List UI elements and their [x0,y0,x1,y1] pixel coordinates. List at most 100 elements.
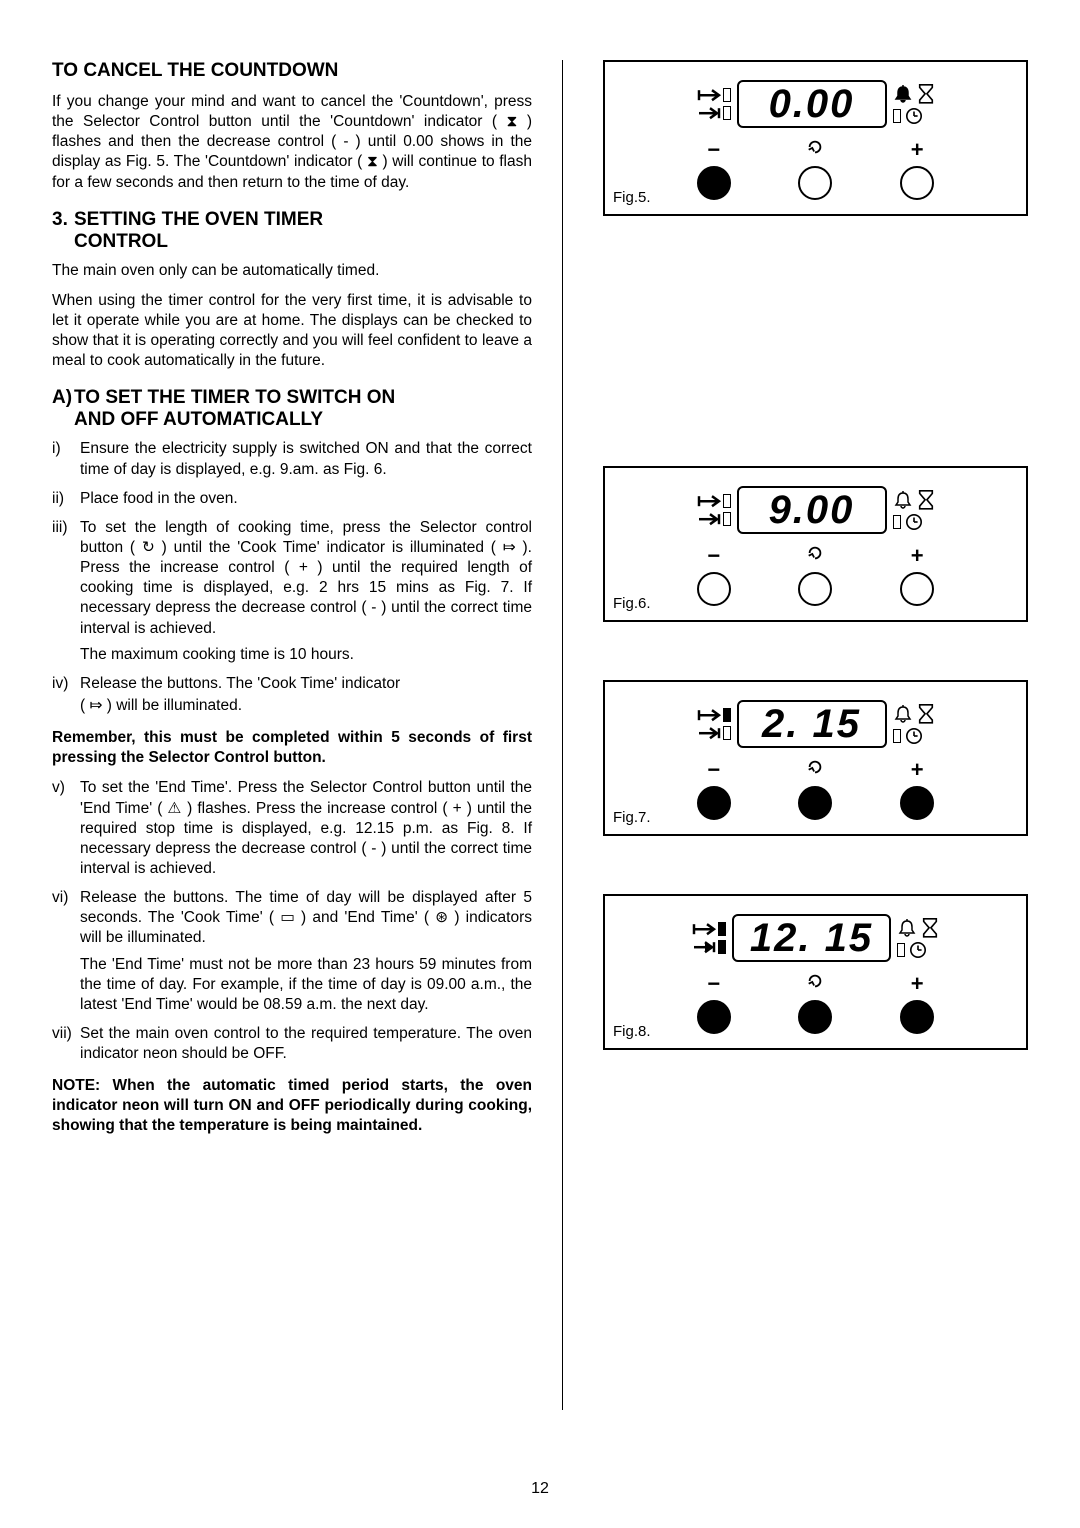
selector-icon [806,972,824,996]
cooktime-indicator [723,494,731,508]
step-iv-text: Release the buttons. The 'Cook Time' ind… [80,674,532,694]
plus-label: + [911,972,924,996]
hourglass-icon [917,489,935,511]
clock-indicator [897,943,905,957]
display-panel: 0.00 [623,80,1008,128]
cooktime-indicator [718,922,726,936]
clock-icon [905,107,923,125]
step-iv-b-text: ( ⤇ ) will be illuminated. [80,696,532,716]
time-display: 0.00 [737,80,887,128]
plus-button-group: + [900,972,934,1034]
plus-button[interactable] [900,572,934,606]
selector-button[interactable] [798,786,832,820]
step-vi: vi) Release the buttons. The time of day… [52,888,532,1021]
cooktime-indicator [723,88,731,102]
step-iii: iii) To set the length of cooking time, … [52,518,532,671]
plus-label: + [911,758,924,782]
column-divider [562,60,563,1410]
plus-button[interactable] [900,166,934,200]
marker-ii: ii) [52,489,80,515]
page-number: 12 [0,1480,1080,1498]
time-display: 2. 15 [737,700,887,748]
marker-i: i) [52,439,80,485]
para-remember: Remember, this must be completed within … [52,728,532,768]
selector-icon [806,138,824,162]
heading-a-txt1: TO SET THE TIMER TO SWITCH ON [74,387,395,409]
clock-indicator [893,515,901,529]
heading-txt1: SETTING THE OVEN TIMER [74,209,323,231]
minus-label: − [707,972,720,996]
steps-list-2: v) To set the 'End Time'. Press the Sele… [52,778,532,1070]
endtime-indicator [723,106,731,120]
heading-num: 3. [52,209,74,231]
endtime-indicator [723,512,731,526]
minus-label: − [707,544,720,568]
para-note: NOTE: When the automatic timed period st… [52,1076,532,1136]
step-ii: ii) Place food in the oven. [52,489,532,515]
time-display: 9.00 [737,486,887,534]
selector-button[interactable] [798,166,832,200]
selector-icon [806,544,824,568]
bell-icon [893,704,913,724]
left-indicator-icons [697,708,731,741]
step-vii: vii) Set the main oven control to the re… [52,1024,532,1070]
minus-button[interactable] [697,1000,731,1034]
minus-button[interactable] [697,166,731,200]
marker-vii: vii) [52,1024,80,1070]
minus-button-group: − [697,758,731,820]
time-display: 12. 15 [732,914,891,962]
figure-5: 0.00 − + Fig.5. [603,60,1028,216]
plus-button[interactable] [900,1000,934,1034]
plus-button-group: + [900,138,934,200]
marker-iv: iv) [52,674,80,722]
heading-cancel: TO CANCEL THE COUNTDOWN [52,60,532,82]
plus-label: + [911,138,924,162]
steps-list: i) Ensure the electricity supply is swit… [52,439,532,722]
minus-button-group: − [697,138,731,200]
right-indicator-icons [897,917,939,959]
step-v: v) To set the 'End Time'. Press the Sele… [52,778,532,885]
plus-button[interactable] [900,786,934,820]
selector-button[interactable] [798,1000,832,1034]
figure-label: Fig.6. [613,595,651,612]
minus-button-group: − [697,972,731,1034]
marker-v: v) [52,778,80,885]
figure-8: 12. 15 − + Fig.8. [603,894,1028,1050]
button-row: − + [623,138,1008,200]
minus-label: − [707,138,720,162]
step-v-text: To set the 'End Time'. Press the Selecto… [80,778,532,879]
right-column: 0.00 − + Fig.5. [593,60,1028,1410]
clock-indicator [893,109,901,123]
cooktime-indicator [723,708,731,722]
clock-indicator [893,729,901,743]
left-column: TO CANCEL THE COUNTDOWN If you change yo… [52,60,532,1410]
clock-icon [909,941,927,959]
step-iv: iv) Release the buttons. The 'Cook Time'… [52,674,532,722]
step-vi-b-text: The 'End Time' must not be more than 23 … [80,955,532,1015]
clock-icon [905,727,923,745]
marker-vi: vi) [52,888,80,1021]
heading-setting: 3.SETTING THE OVEN TIMER CONTROL [52,209,532,253]
bell-icon [893,84,913,104]
step-i: i) Ensure the electricity supply is swit… [52,439,532,485]
button-row: − + [623,758,1008,820]
minus-button-group: − [697,544,731,606]
plus-button-group: + [900,758,934,820]
left-indicator-icons [697,88,731,121]
bell-icon [897,918,917,938]
selector-button[interactable] [798,572,832,606]
heading-to-set: A)TO SET THE TIMER TO SWITCH ON AND OFF … [52,387,532,431]
minus-button[interactable] [697,572,731,606]
figure-6: 9.00 − + Fig.6. [603,466,1028,622]
display-panel: 2. 15 [623,700,1008,748]
heading-a-num: A) [52,387,74,409]
endtime-indicator [718,940,726,954]
minus-button[interactable] [697,786,731,820]
bell-icon [893,490,913,510]
heading-a-txt2: AND OFF AUTOMATICALLY [52,409,532,431]
selector-button-group [798,544,832,606]
figure-7: 2. 15 − + Fig.7. [603,680,1028,836]
page-content: TO CANCEL THE COUNTDOWN If you change yo… [52,60,1028,1410]
endtime-indicator [723,726,731,740]
selector-button-group [798,758,832,820]
